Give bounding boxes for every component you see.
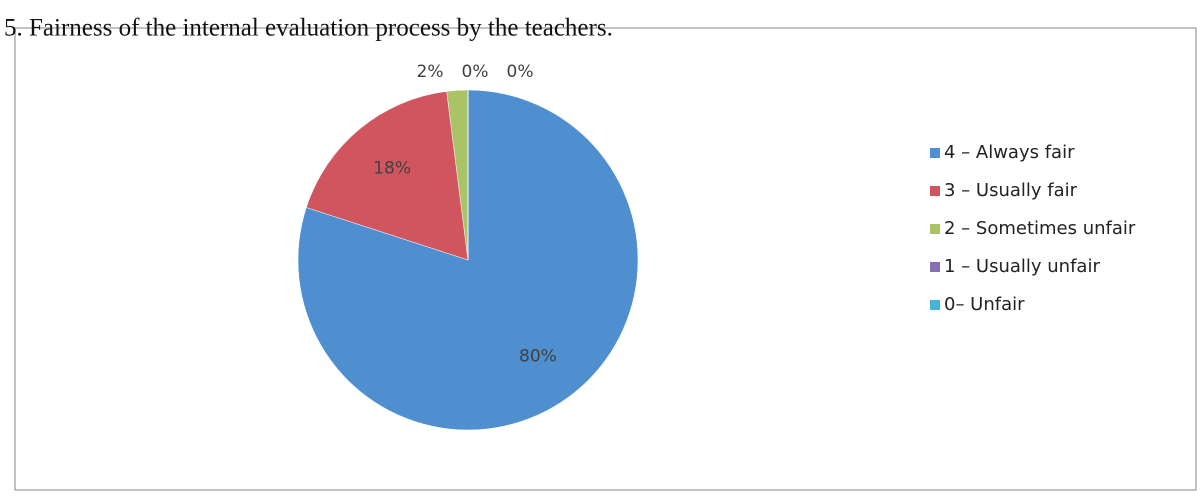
data-label: 0% <box>507 62 534 82</box>
legend-label: 1 – Usually unfair <box>944 256 1100 277</box>
data-label: 80% <box>519 346 557 366</box>
legend-swatch <box>930 186 940 196</box>
legend-swatch <box>930 224 940 234</box>
legend-swatch <box>930 148 940 158</box>
data-label: 18% <box>373 158 411 178</box>
legend-label: 3 – Usually fair <box>944 180 1078 201</box>
legend-label: 2 – Sometimes unfair <box>944 218 1136 239</box>
data-label: 2% <box>417 62 444 82</box>
chart-title: 5. Fairness of the internal evaluation p… <box>4 15 613 42</box>
legend-label: 4 – Always fair <box>944 142 1075 163</box>
legend-swatch <box>930 300 940 310</box>
pie-slice <box>297 89 639 431</box>
data-label: 0% <box>462 62 489 82</box>
pie-slice <box>306 91 469 261</box>
legend-swatch <box>930 262 940 272</box>
legend-label: 0– Unfair <box>944 294 1025 315</box>
